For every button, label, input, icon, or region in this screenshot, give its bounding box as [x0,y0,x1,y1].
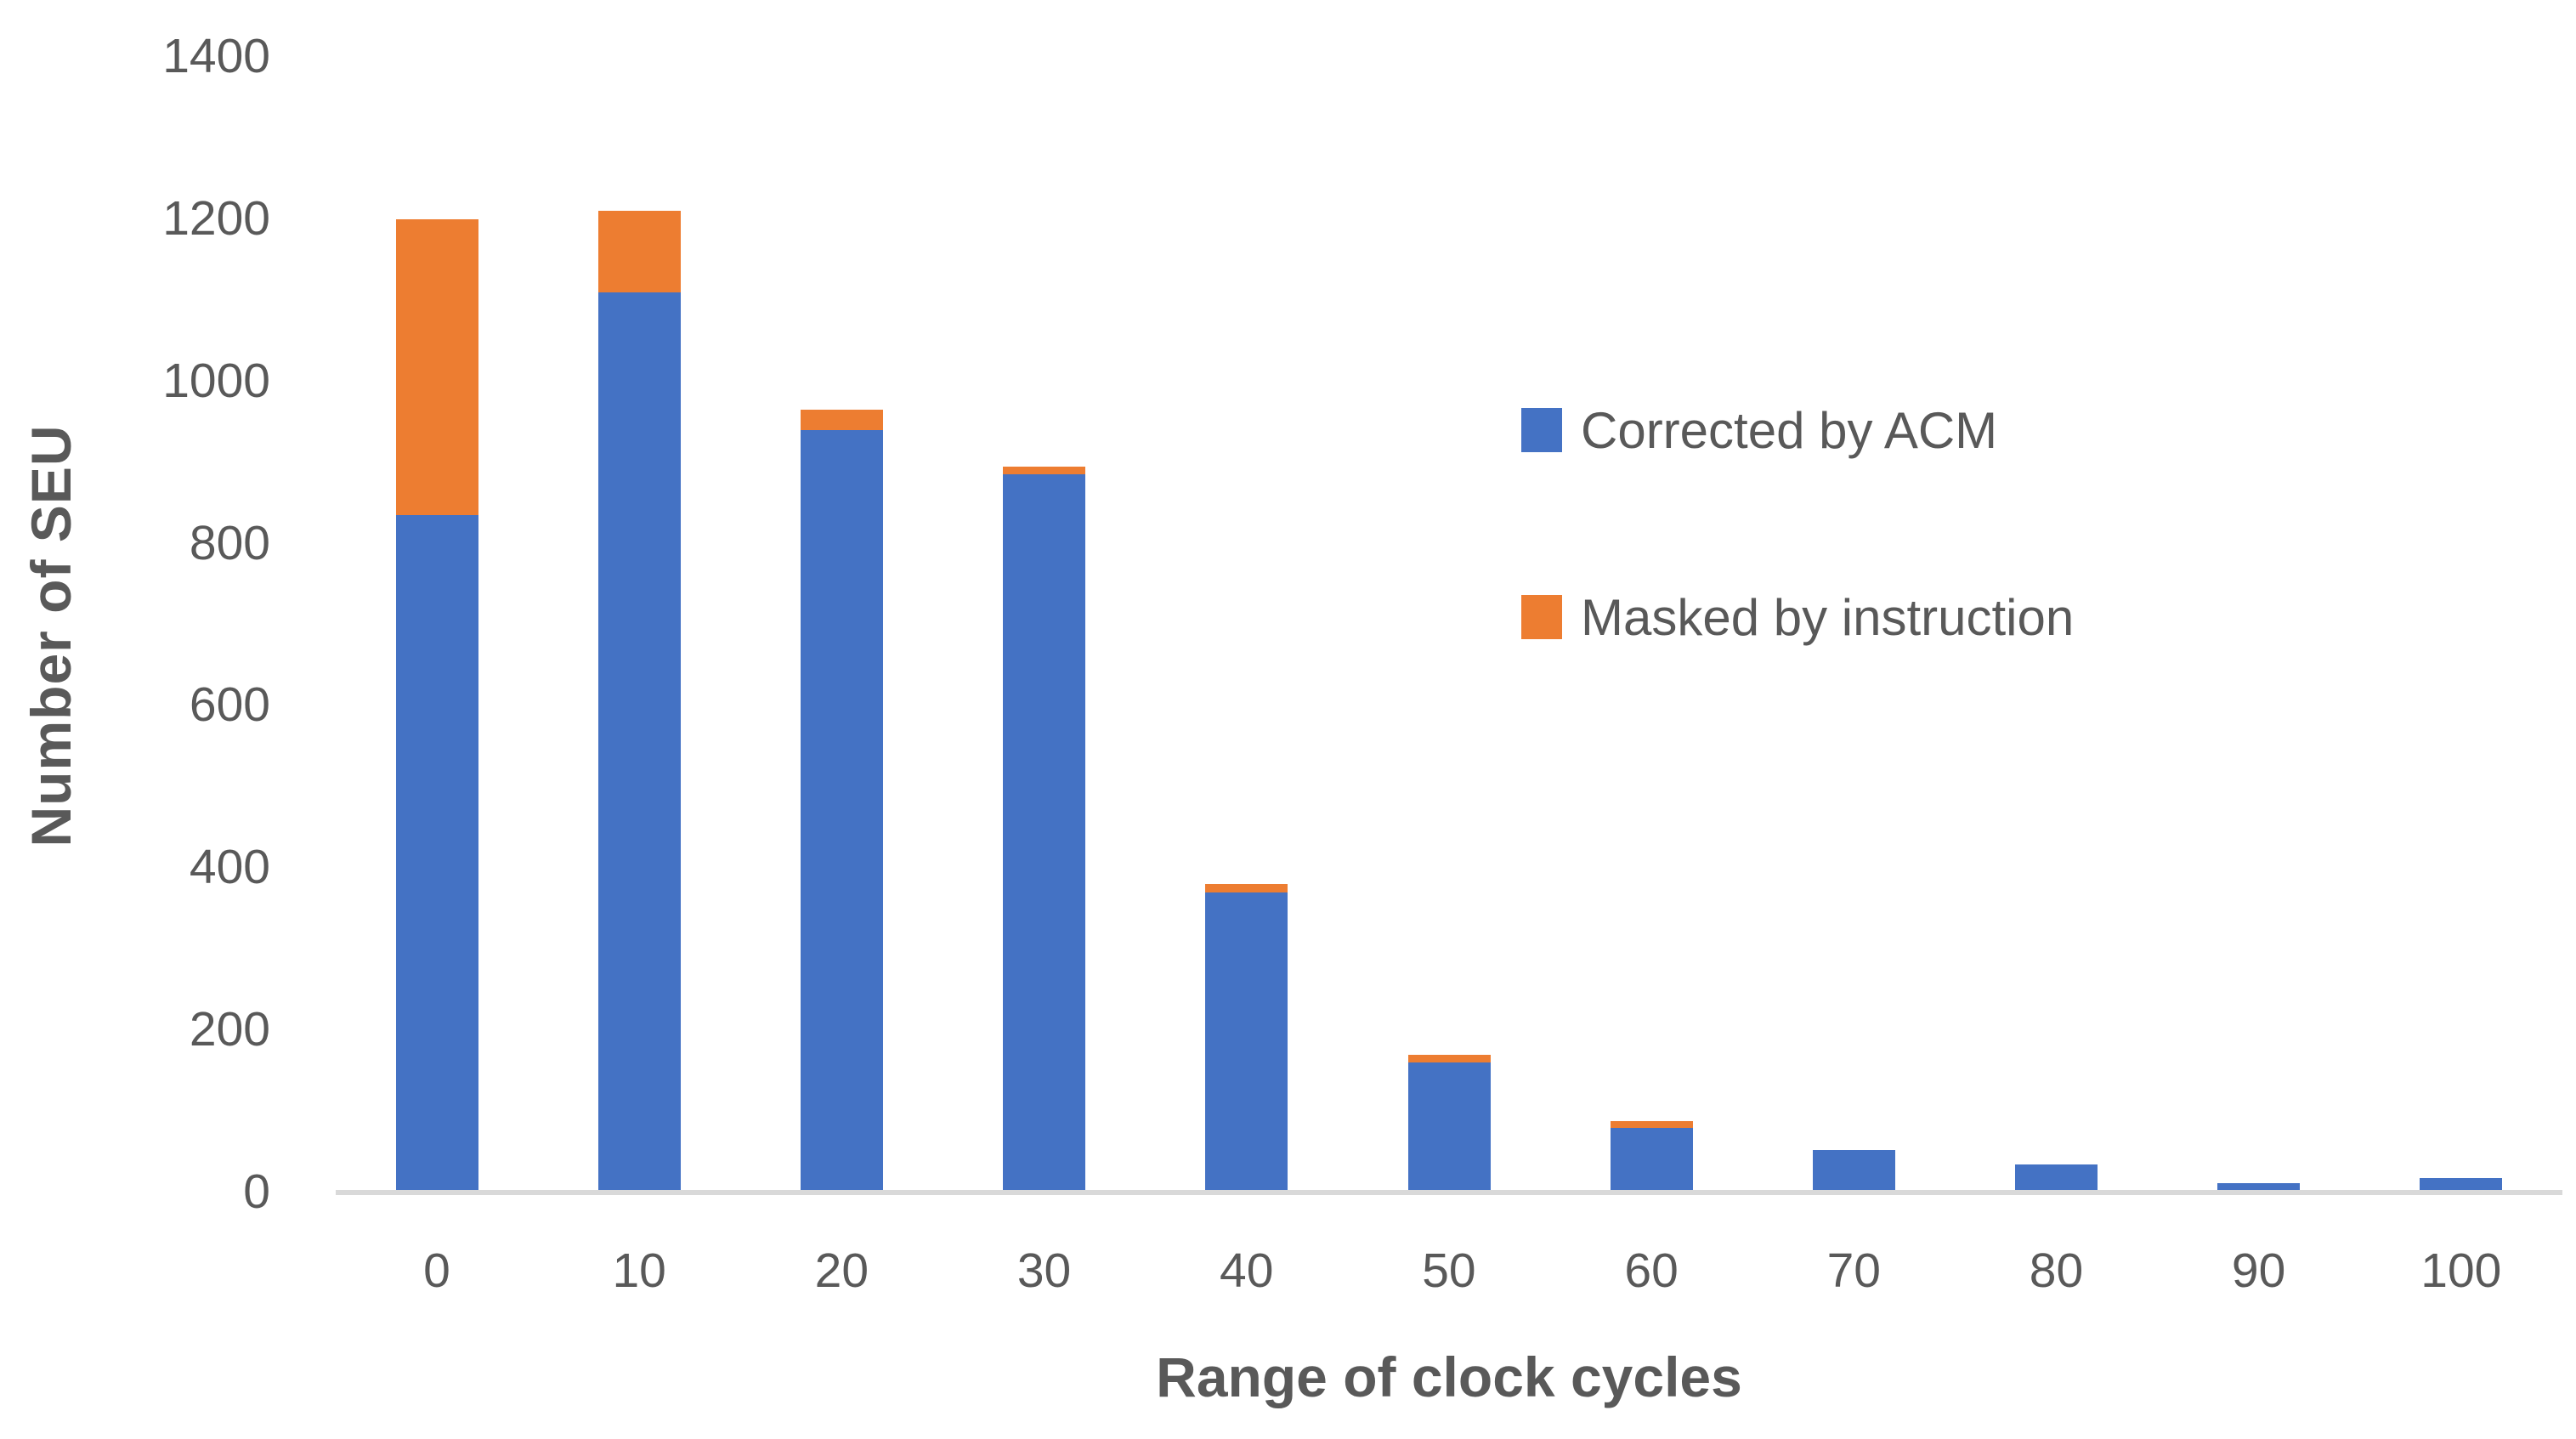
bar-segment [800,410,883,430]
x-tick-label: 10 [612,1244,666,1298]
bar-group-40 [1205,884,1288,1193]
bar-segment [1003,474,1086,1193]
bar-segment [395,218,478,516]
x-tick-label: 60 [1624,1244,1679,1298]
x-tick-label: 80 [2029,1244,2084,1298]
x-tick-label: 40 [1220,1244,1274,1298]
y-tick-label: 0 [243,1164,270,1219]
y-tick-label: 400 [189,840,270,895]
y-tick-label: 1400 [162,29,270,83]
bar-segment [1003,466,1086,475]
bar-segment [1407,1062,1491,1193]
x-tick-label: 50 [1422,1244,1476,1298]
bar-segment [1407,1054,1491,1063]
bar-segment [2420,1177,2503,1193]
x-tick-label: 90 [2231,1244,2286,1298]
bar-segment [597,292,681,1193]
y-tick-label: 1000 [162,353,270,408]
bar-segment [1812,1150,1895,1193]
legend-label: Corrected by ACM [1581,401,1998,459]
plot-area [336,57,2562,1193]
legend: Corrected by ACM Masked by instruction [1521,384,2074,663]
x-tick-label: 30 [1016,1244,1072,1298]
bar-group-80 [2015,1164,2098,1193]
bar-segment [800,429,883,1193]
y-tick-label: 1200 [162,190,270,246]
x-tick-label: 100 [2420,1244,2502,1298]
bar-group-10 [597,211,681,1193]
bar-group-100 [2420,1177,2503,1193]
bar-segment [1610,1127,1693,1193]
legend-swatch-icon [1521,408,1562,452]
y-tick-label: 600 [189,677,270,733]
x-tick-label: 70 [1826,1244,1881,1298]
bar-segment [1610,1121,1693,1128]
bar-group-0 [395,218,478,1193]
bar-group-50 [1407,1054,1491,1193]
bar-segment [1205,892,1288,1193]
x-axis-line [336,1190,2562,1195]
bar-group-70 [1812,1150,1895,1193]
bar-group-20 [800,410,883,1193]
legend-swatch-icon [1521,595,1562,639]
bar-segment [597,211,681,292]
x-tick-label: 0 [423,1244,450,1298]
legend-label: Masked by instruction [1581,588,2075,646]
y-tick-label: 800 [189,515,270,570]
bar-group-30 [1003,466,1086,1193]
bar-segment [2217,1182,2301,1193]
bar-segment [1205,884,1288,892]
bar-group-60 [1610,1121,1693,1193]
bar-segment [2015,1164,2098,1193]
bar-group-90 [2217,1182,2301,1193]
x-tick-label: 20 [814,1244,869,1298]
legend-item: Corrected by ACM [1521,384,2074,476]
y-tick-label: 200 [189,1002,270,1057]
x-axis-title: Range of clock cycles [1156,1346,1742,1408]
bar-segment [395,515,478,1193]
legend-item: Masked by instruction [1521,571,2074,663]
